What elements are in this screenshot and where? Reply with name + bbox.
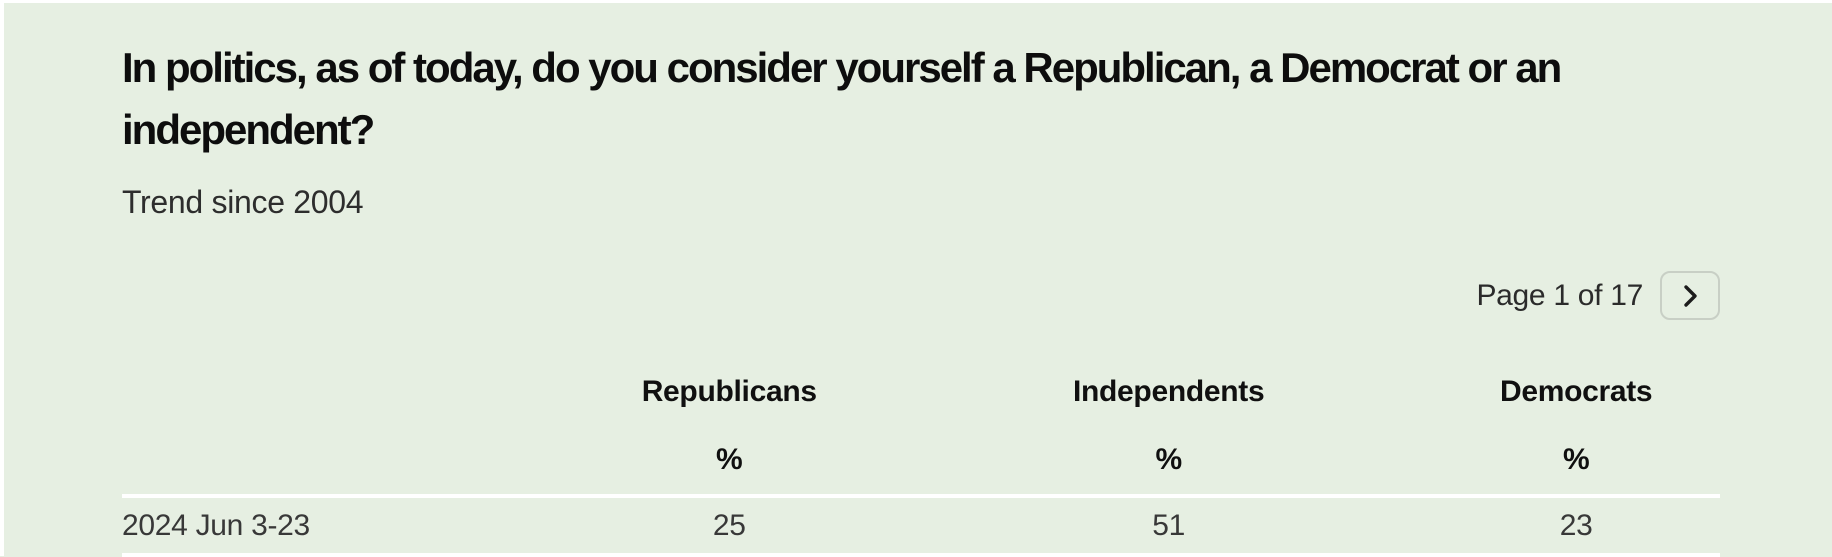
percent-label-republicans: % xyxy=(716,443,743,476)
date-cell: 2024 Jun 3-23 xyxy=(122,508,310,542)
data-table: Republicans Independents Democrats % % %… xyxy=(122,372,1720,557)
column-header-independents: Independents xyxy=(1072,375,1265,408)
question-title: In politics, as of today, do you conside… xyxy=(122,44,1562,153)
value-cell-republicans: 25 xyxy=(712,508,746,542)
page-edge-left xyxy=(0,0,4,556)
column-header-republicans: Republicans xyxy=(641,375,817,408)
table-row: 2024 Jun 3-23 25 51 23 xyxy=(122,498,1720,557)
table-header-row: Republicans Independents Democrats xyxy=(122,372,1720,412)
pagination: Page 1 of 17 xyxy=(122,271,1720,320)
pagination-label: Page 1 of 17 xyxy=(1476,278,1643,312)
value-cell-independents: 51 xyxy=(1152,508,1186,542)
percent-label-independents: % xyxy=(1155,443,1182,476)
header-separator xyxy=(122,494,1720,498)
page-edge-top xyxy=(0,0,1832,3)
chevron-right-icon xyxy=(1684,284,1697,307)
value-cell-democrats: 23 xyxy=(1559,508,1593,542)
next-page-button[interactable] xyxy=(1660,271,1720,320)
unit-row: % % % xyxy=(122,440,1720,480)
percent-label-democrats: % xyxy=(1562,443,1590,476)
column-header-democrats: Democrats xyxy=(1499,375,1653,408)
trend-subtitle: Trend since 2004 xyxy=(122,184,364,220)
